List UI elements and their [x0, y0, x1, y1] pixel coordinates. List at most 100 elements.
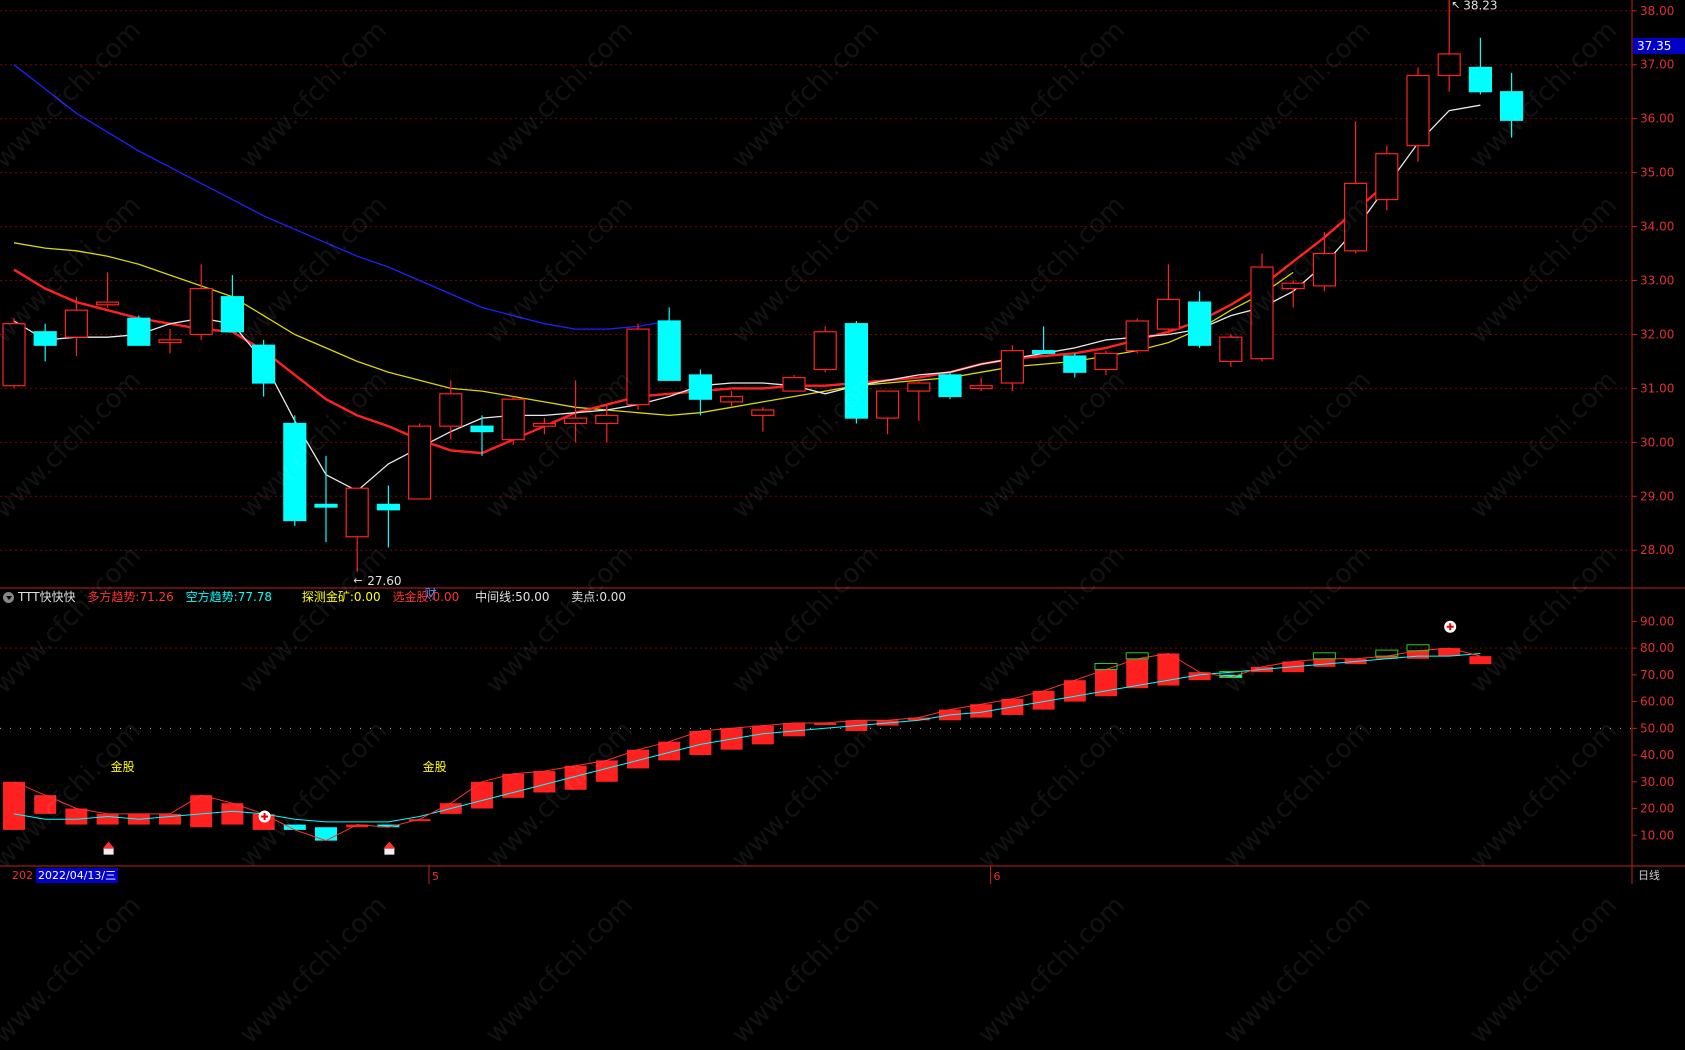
pick-stock-label: 选金股:: [392, 590, 433, 604]
candle-up: [1125, 320, 1149, 352]
candle-up: [532, 422, 557, 427]
price-tick-label: 37.00: [1640, 58, 1674, 72]
candle-down: [252, 344, 276, 384]
ind-tick-label: 90.00: [1640, 614, 1674, 628]
candle-up: [439, 393, 463, 427]
ind-bar-cyan: [315, 827, 337, 841]
candle-up: [969, 385, 993, 390]
candle-down: [376, 503, 400, 511]
ind-peak-marker: [1125, 652, 1149, 660]
candle-up: [345, 487, 369, 538]
bear-trend-value: 77.78: [237, 590, 273, 604]
ind-tick-label: 40.00: [1640, 748, 1674, 762]
house-icon-roof: [383, 841, 396, 849]
current-price-value: 37.35: [1637, 39, 1671, 53]
price-tick-label: 29.00: [1640, 489, 1674, 503]
gold-mine: 探测金矿:0.00: [302, 590, 385, 604]
candle-down: [938, 374, 962, 398]
candle-down: [470, 425, 494, 433]
ind-tick-label: 10.00: [1640, 828, 1674, 842]
watermark-text: www.cfchi.com: [971, 890, 1131, 1050]
ind-peak-marker: [1375, 649, 1399, 657]
date-prefix: 202: [12, 869, 33, 882]
candle-up: [1312, 252, 1337, 287]
ind-bar-red: [471, 781, 493, 809]
candle-up: [1343, 182, 1368, 252]
pick-stock-value: 0.00: [432, 590, 460, 604]
candle-up: [1000, 350, 1025, 384]
bull-trend-label: 多方趋势:: [87, 590, 140, 604]
house-icon-body: [384, 848, 395, 855]
candle-down: [688, 374, 713, 400]
bull-trend-value: 71.26: [139, 590, 174, 604]
ind-bar-red: [1126, 658, 1149, 689]
ind-bar-cyan: [377, 824, 400, 828]
price-tick-label: 36.00: [1640, 112, 1674, 126]
ind-bar-red: [190, 795, 213, 828]
gold-stock-label-1: 金股: [111, 759, 135, 774]
ind-bar-red: [595, 760, 618, 782]
ind-bar-red: [1157, 653, 1180, 686]
ind-bar-red: [783, 722, 805, 737]
high-arrow-icon: ↖: [1451, 0, 1460, 11]
ind-bar-red: [1032, 690, 1055, 710]
gold-stock-label-2: 金股: [423, 759, 447, 774]
candle-up: [1219, 336, 1243, 363]
ind-bar-red: [907, 717, 930, 721]
ind-tick-label: 60.00: [1640, 695, 1674, 709]
house-icon-body: [103, 848, 114, 855]
ind-bar-red: [1469, 656, 1492, 665]
ind-tick-label: 20.00: [1640, 802, 1674, 816]
ind-tick-label: 70.00: [1640, 668, 1674, 682]
ind-bar-red: [346, 824, 369, 828]
candle-down: [283, 422, 307, 522]
candle-up: [813, 331, 837, 371]
sell-point: 卖点:0.00: [571, 590, 630, 604]
ind-tick-label: 80.00: [1640, 641, 1674, 655]
watermark-text: www.cfchi.com: [1217, 890, 1377, 1050]
candle-down: [1499, 91, 1524, 121]
candle-down: [1031, 350, 1056, 354]
indicator-name[interactable]: TTT快快快: [18, 590, 76, 604]
ind-bar-cyan: [1219, 674, 1242, 678]
ind-bar-red: [1063, 680, 1086, 702]
ind-bar-red: [221, 803, 244, 825]
candle-down: [1468, 66, 1493, 93]
candle-up: [751, 409, 775, 416]
month-label: 6: [994, 870, 1001, 883]
ind-bar-red: [658, 741, 681, 761]
ind-bar-red: [408, 819, 431, 822]
candle-down: [314, 503, 338, 508]
candle-up: [2, 323, 26, 387]
ind-bar-red: [814, 722, 837, 725]
sell-point-label: 卖点:: [571, 590, 600, 604]
candle-up: [719, 395, 744, 403]
price-tick-label: 30.00: [1640, 435, 1674, 449]
ind-bull-line: [13, 647, 1481, 842]
current-price-tag: [1633, 37, 1685, 54]
ind-tick-label: 30.00: [1640, 775, 1674, 789]
watermark-text: www.cfchi.com: [1463, 890, 1623, 1050]
watermark-text: www.cfchi.com: [0, 890, 147, 1050]
candle-up: [158, 339, 182, 344]
ma60-line: [13, 64, 670, 330]
gold-mine-value: 0.00: [353, 590, 381, 604]
candle-down: [844, 323, 869, 419]
ind-peak-marker: [1219, 671, 1243, 679]
cursor-date: 2022/04/13/三: [36, 868, 119, 883]
sell-point-value: 0.00: [599, 590, 627, 604]
low-price-label: 27.60: [367, 574, 401, 588]
candle-up: [1250, 266, 1274, 360]
candle-up: [1437, 53, 1461, 77]
price-tick-label: 34.00: [1640, 220, 1674, 234]
indicator-menu-icon[interactable]: [3, 592, 14, 603]
candle-up: [1281, 282, 1305, 290]
bear-trend-label: 空方趋势:: [185, 590, 238, 604]
mid-line-label: 中间线:: [475, 590, 516, 604]
ind-bar-red: [1375, 656, 1398, 659]
candle-up: [408, 425, 432, 500]
stock-chart[interactable]: 38.00 37.00 36.00 35.00 34.00 33.00 32.00 31.00…: [0, 0, 1685, 884]
price-tick-label: 38.00: [1640, 4, 1674, 18]
ind-bar-red: [3, 781, 25, 830]
period-label[interactable]: 日线: [1638, 869, 1660, 882]
